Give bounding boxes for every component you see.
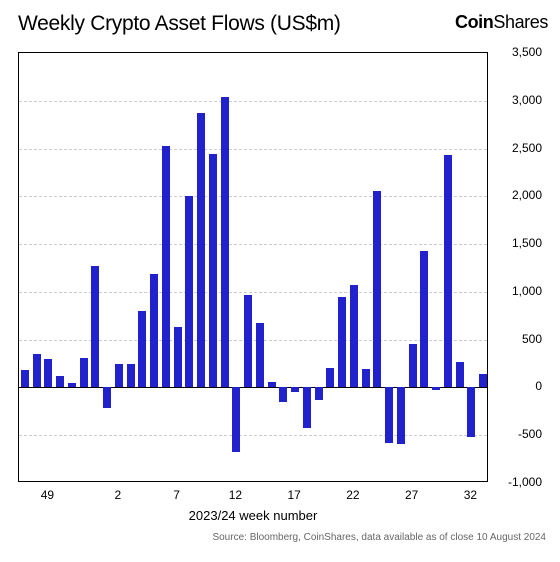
bar (362, 369, 370, 387)
bar (303, 387, 311, 427)
bar (397, 387, 405, 443)
bar (420, 251, 428, 388)
bar (91, 266, 99, 387)
bar (315, 387, 323, 399)
bar (68, 383, 76, 388)
bar (385, 387, 393, 442)
x-tick-label: 32 (464, 488, 477, 502)
source-text: Source: Bloomberg, CoinShares, data avai… (212, 532, 546, 543)
bar (244, 295, 252, 388)
bar (150, 274, 158, 388)
x-axis-labels: 49271217222732 (18, 488, 488, 504)
bar (350, 285, 358, 387)
bar (44, 359, 52, 388)
x-tick-label: 17 (287, 488, 300, 502)
x-axis-title: 2023/24 week number (18, 508, 488, 523)
y-tick-label: 0 (535, 379, 542, 393)
y-tick-label: 1,000 (512, 284, 542, 298)
bar (197, 113, 205, 387)
bar (174, 327, 182, 387)
page: Weekly Crypto Asset Flows (US$m) CoinSha… (0, 0, 560, 562)
y-tick-label: 2,500 (512, 141, 542, 155)
x-tick-label: 22 (346, 488, 359, 502)
bar (221, 97, 229, 387)
bar (56, 376, 64, 387)
bar (338, 297, 346, 388)
x-tick-label: 2 (115, 488, 122, 502)
bar (33, 354, 41, 387)
logo-bold: Coin (455, 12, 493, 32)
y-tick-label: 3,500 (512, 45, 542, 59)
bar (127, 364, 135, 388)
x-tick-label: 49 (41, 488, 54, 502)
logo-rest: Shares (493, 12, 548, 32)
bar (115, 364, 123, 388)
x-tick-label: 27 (405, 488, 418, 502)
bar (467, 387, 475, 437)
y-tick-label: 500 (522, 332, 542, 346)
bar (80, 358, 88, 388)
bar (373, 191, 381, 388)
header: Weekly Crypto Asset Flows (US$m) CoinSha… (18, 12, 548, 36)
y-tick-label: 3,000 (512, 93, 542, 107)
bar (456, 362, 464, 388)
coinshares-logo: CoinShares (455, 12, 548, 33)
bar (232, 387, 240, 452)
bar (291, 387, 299, 392)
chart-title: Weekly Crypto Asset Flows (US$m) (18, 12, 341, 36)
plot-area (18, 52, 488, 482)
bar (103, 387, 111, 407)
y-axis-labels: -1,000-50005001,0001,5002,0002,5003,0003… (492, 52, 542, 482)
bar (21, 370, 29, 387)
bar (138, 311, 146, 387)
y-tick-label: 1,500 (512, 236, 542, 250)
bars (19, 53, 487, 481)
y-tick-label: -500 (518, 427, 542, 441)
y-tick-label: -1,000 (508, 475, 542, 489)
x-tick-label: 12 (229, 488, 242, 502)
bar (209, 154, 217, 387)
chart: -1,000-50005001,0001,5002,0002,5003,0003… (18, 52, 542, 482)
x-tick-label: 7 (173, 488, 180, 502)
y-tick-label: 2,000 (512, 188, 542, 202)
bar (279, 387, 287, 401)
bar (479, 374, 487, 387)
bar (256, 323, 264, 387)
bar (268, 382, 276, 388)
bar (444, 155, 452, 387)
bar (185, 196, 193, 387)
bar (409, 344, 417, 387)
bar (432, 387, 440, 390)
bar (162, 146, 170, 388)
bar (326, 368, 334, 387)
